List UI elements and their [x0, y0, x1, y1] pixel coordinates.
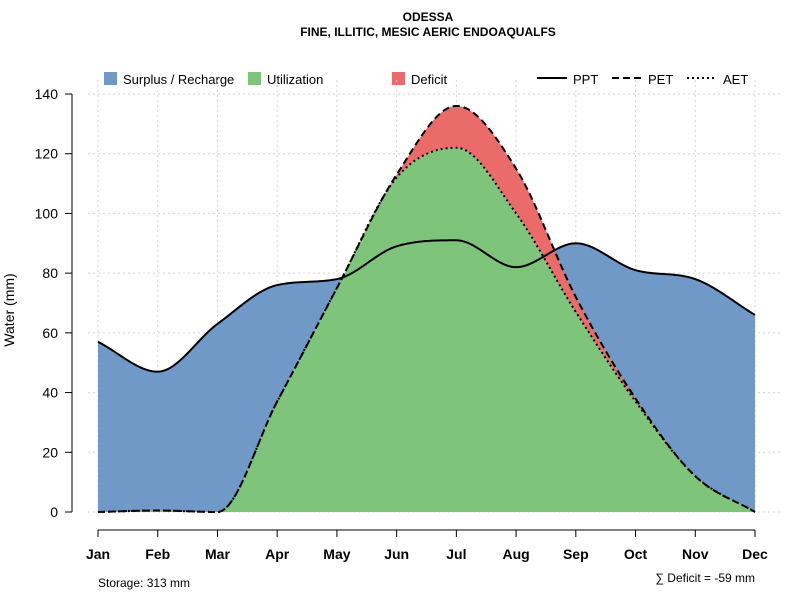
storage-annotation: Storage: 313 mm — [98, 576, 190, 590]
x-tick-label: May — [323, 546, 350, 562]
legend-swatch-utilization — [248, 72, 261, 85]
y-tick-label: 0 — [50, 504, 58, 520]
deficit-annotation: ∑ Deficit = -59 mm — [655, 571, 755, 585]
ppt-line — [97, 239, 756, 373]
x-tick-label: Jul — [446, 546, 466, 562]
x-tick-label: Mar — [205, 546, 230, 562]
x-tick-label: Jan — [86, 546, 110, 562]
area-fills — [98, 105, 755, 513]
x-tick-label: Aug — [502, 546, 529, 562]
x-tick-label: Sep — [563, 546, 589, 562]
x-tick-label: Oct — [624, 546, 648, 562]
legend-swatch-surplus — [104, 72, 117, 85]
legend-label-utilization: Utilization — [267, 72, 323, 87]
x-tick-label: Jun — [384, 546, 409, 562]
utilization-area-aet — [98, 240, 755, 513]
legend-label-deficit: Deficit — [411, 72, 448, 87]
y-tick-label: 40 — [42, 385, 58, 401]
chart-subtitle: FINE, ILLITIC, MESIC AERIC ENDOAQUALFS — [300, 25, 556, 39]
legend: Surplus / Recharge Utilization Deficit P… — [104, 72, 748, 87]
aet-line — [97, 146, 756, 513]
x-tick-label: Nov — [682, 546, 709, 562]
series-lines — [97, 104, 756, 513]
y-tick-label: 60 — [42, 325, 58, 341]
y-tick-label: 120 — [35, 146, 59, 162]
y-axis-label: Water (mm) — [1, 273, 17, 346]
x-tick-label: Dec — [742, 546, 768, 562]
chart-title: ODESSA — [403, 10, 454, 24]
y-tick-label: 140 — [35, 86, 59, 102]
y-tick-label: 100 — [35, 205, 59, 221]
axes: 0 20 40 60 80 100 120 140 Jan Feb Mar Apr May Jun Jul A… — [35, 86, 768, 562]
x-tick-label: Apr — [265, 546, 290, 562]
x-tick-label: Feb — [145, 546, 170, 562]
legend-label-aet: AET — [723, 72, 748, 87]
legend-label-ppt: PPT — [573, 72, 598, 87]
legend-swatch-deficit — [392, 72, 405, 85]
legend-label-pet: PET — [648, 72, 673, 87]
y-tick-label: 20 — [42, 444, 58, 460]
y-tick-label: 80 — [42, 265, 58, 281]
legend-label-surplus: Surplus / Recharge — [123, 72, 234, 87]
